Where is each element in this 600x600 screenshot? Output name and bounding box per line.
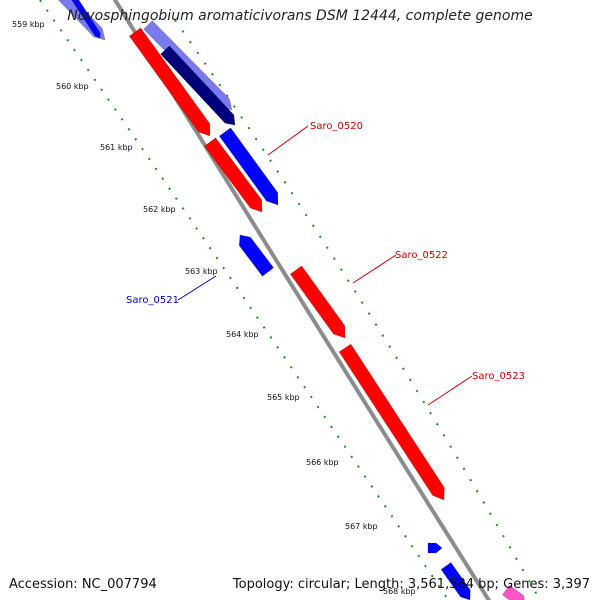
tick-label: 565 kbp [267, 393, 300, 402]
gene-label-leader [352, 254, 397, 284]
gene-label-leader [267, 125, 309, 156]
tick-label: 562 kbp [143, 205, 176, 214]
gene-label-saro-0520: Saro_0520 [310, 121, 363, 132]
tick-label: 566 kbp [306, 458, 339, 467]
cds-blue-bottom [440, 562, 471, 600]
cds-red-mid [203, 137, 263, 213]
gene-saro-0523-feature [338, 343, 445, 501]
gene-saro-0521-feature [238, 234, 275, 277]
tick-label: 561 kbp [100, 143, 133, 152]
genome-title: Novosphingobium aromaticivorans DSM 1244… [67, 8, 533, 24]
topology-stats: Topology: circular; Length: 3,561,584 bp… [232, 577, 590, 592]
gene-saro-0522-feature [289, 265, 346, 339]
cds-blue-top [71, 0, 101, 39]
tick-label: 567 kbp [345, 522, 378, 531]
gene-label-saro-0523: Saro_0523 [472, 371, 525, 382]
tick-label: 559 kbp [12, 20, 45, 29]
cds-dark-upper [160, 45, 236, 126]
gene-label-leader [427, 375, 473, 406]
accession-label: Accession: NC_007794 [9, 577, 157, 592]
gene-label-leader [177, 275, 217, 301]
tick-label: 560 kbp [56, 82, 89, 91]
tick-label: 563 kbp [185, 267, 218, 276]
tick-label: 564 kbp [226, 330, 259, 339]
tick-label: 568 kbp [383, 587, 416, 596]
gene-label-saro-0522: Saro_0522 [395, 250, 448, 261]
cds-blue-small [427, 542, 443, 554]
cds-red-upper [128, 27, 211, 137]
gene-label-saro-0521: Saro_0521 [126, 295, 179, 306]
gene-saro-0520-feature [218, 127, 279, 206]
tick-track-inner [39, 0, 450, 600]
